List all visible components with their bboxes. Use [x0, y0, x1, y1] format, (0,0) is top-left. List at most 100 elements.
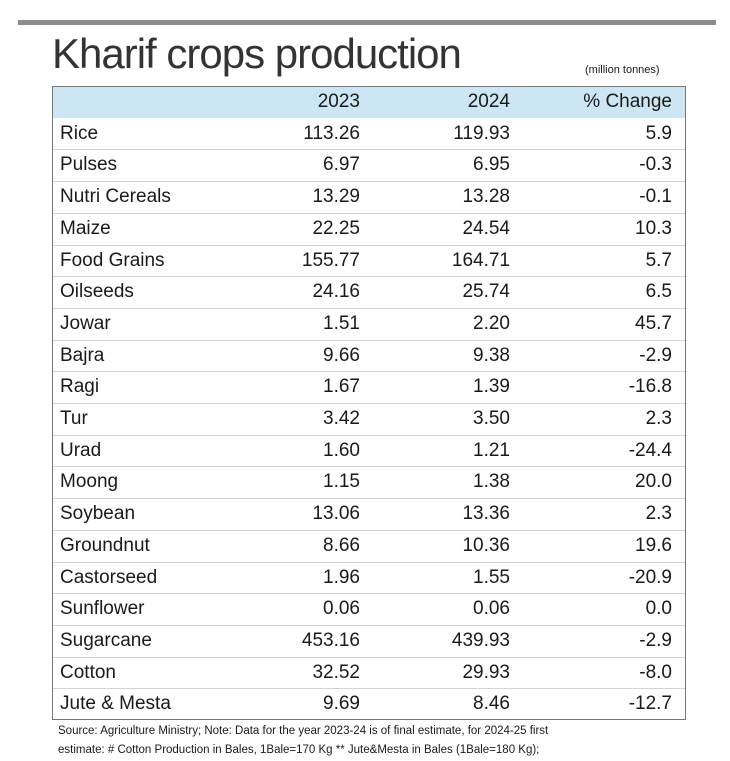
cell-value: 5.7: [645, 249, 672, 271]
header-row: [53, 86, 685, 118]
cell-value: 6.95: [473, 154, 510, 176]
cell-value: 1.39: [473, 376, 510, 398]
row-label: Sunflower: [60, 598, 145, 620]
cell-value: 20.0: [635, 471, 672, 493]
cell-value: 10.36: [462, 534, 510, 556]
row-divider: [53, 434, 685, 436]
cell-value: -8.0: [639, 661, 672, 683]
cell-value: 9.38: [473, 344, 510, 366]
row-label: Moong: [60, 471, 119, 493]
cell-value: -2.9: [639, 344, 672, 366]
row-divider: [53, 371, 685, 373]
cell-value: 13.29: [312, 186, 360, 208]
cell-value: 1.15: [323, 471, 360, 493]
row-label: Ragi: [60, 376, 100, 398]
row-divider: [53, 561, 685, 563]
row-divider: [53, 212, 685, 214]
footnote: Source: Agriculture Ministry; Note: Data…: [58, 725, 549, 737]
row-label: Jute & Mesta: [60, 693, 171, 715]
row-label: Oilseeds: [60, 281, 134, 303]
row-divider: [53, 498, 685, 500]
cell-value: 439.93: [451, 629, 510, 651]
row-divider: [53, 466, 685, 468]
row-divider: [53, 593, 685, 595]
row-divider: [53, 403, 685, 404]
row-divider: [53, 656, 685, 658]
row-label: Bajra: [60, 344, 105, 366]
cell-value: 1.55: [473, 566, 510, 588]
cell-value: 19.6: [635, 534, 672, 556]
cell-value: 155.77: [301, 249, 360, 271]
cell-value: 1.21: [473, 439, 510, 461]
row-divider: [53, 624, 685, 626]
row-divider: [53, 181, 685, 183]
cell-value: 1.60: [323, 439, 360, 461]
row-label: Jowar: [60, 312, 111, 334]
unit-note: (million tonnes): [585, 64, 660, 76]
cell-value: 2.20: [473, 312, 510, 334]
row-divider: [53, 276, 685, 278]
cell-value: 0.06: [323, 598, 360, 620]
cell-value: 6.97: [323, 154, 360, 176]
table-frame: [52, 86, 686, 720]
cell-value: 2.3: [645, 408, 672, 429]
cell-value: -0.3: [639, 154, 672, 176]
cell-value: 29.93: [462, 661, 510, 683]
cell-value: -16.8: [628, 376, 672, 398]
row-label: Food Grains: [60, 249, 165, 271]
cell-value: 9.69: [323, 693, 360, 715]
column-header: 2024: [467, 91, 510, 112]
cell-value: 113.26: [303, 122, 360, 144]
row-label: Nutri Cereals: [60, 186, 171, 208]
cell-value: 24.16: [312, 281, 360, 303]
row-label: Maize: [60, 217, 111, 239]
cell-value: 13.06: [312, 503, 360, 525]
column-header: % Change: [583, 91, 672, 112]
row-divider: [53, 339, 685, 341]
cell-value: 3.42: [323, 408, 360, 429]
cell-value: 1.38: [473, 471, 510, 493]
row-label: Cotton: [60, 661, 116, 683]
top-bar: [18, 20, 716, 25]
cell-value: 6.5: [645, 281, 672, 303]
cell-value: 24.54: [462, 217, 510, 239]
row-label: Groundnut: [60, 534, 150, 556]
column-header: 2023: [317, 91, 360, 112]
cell-value: 13.36: [462, 503, 510, 525]
footnote: estimate: # Cotton Production in Bales, …: [58, 744, 540, 756]
row-divider: [53, 307, 685, 309]
cell-value: 45.7: [635, 312, 672, 334]
cell-value: 10.3: [635, 217, 672, 239]
cell-value: 164.71: [451, 249, 510, 271]
cell-value: -0.1: [639, 186, 672, 208]
cell-value: -24.4: [628, 439, 672, 461]
cell-value: 13.28: [462, 186, 510, 208]
cell-value: 1.51: [323, 312, 360, 334]
row-label: Tur: [60, 408, 88, 429]
row-label: Castorseed: [60, 566, 158, 588]
cell-value: 5.9: [645, 122, 672, 144]
cell-value: 22.25: [312, 217, 360, 239]
cell-value: 25.74: [462, 281, 510, 303]
row-divider: [53, 149, 685, 151]
cell-value: 2.3: [645, 503, 672, 525]
cell-value: -20.9: [628, 566, 672, 588]
cell-value: 119.93: [453, 122, 510, 144]
row-label: Rice: [60, 122, 99, 144]
cell-value: 0.06: [473, 598, 510, 620]
row-divider: [53, 529, 685, 531]
cell-value: 9.66: [323, 344, 360, 366]
cell-value: 0.0: [645, 598, 672, 620]
cell-value: 453.16: [301, 629, 360, 651]
cell-value: 32.52: [312, 661, 360, 683]
cell-value: 1.96: [323, 566, 360, 588]
cell-value: 3.50: [473, 408, 510, 429]
cell-value: 8.66: [323, 534, 360, 556]
cell-value: 1.67: [323, 376, 360, 398]
cell-value: -12.7: [628, 693, 672, 715]
row-label: Urad: [60, 439, 102, 461]
title: Kharif crops production: [52, 30, 462, 77]
row-label: Pulses: [60, 154, 118, 176]
row-divider: [53, 688, 685, 690]
